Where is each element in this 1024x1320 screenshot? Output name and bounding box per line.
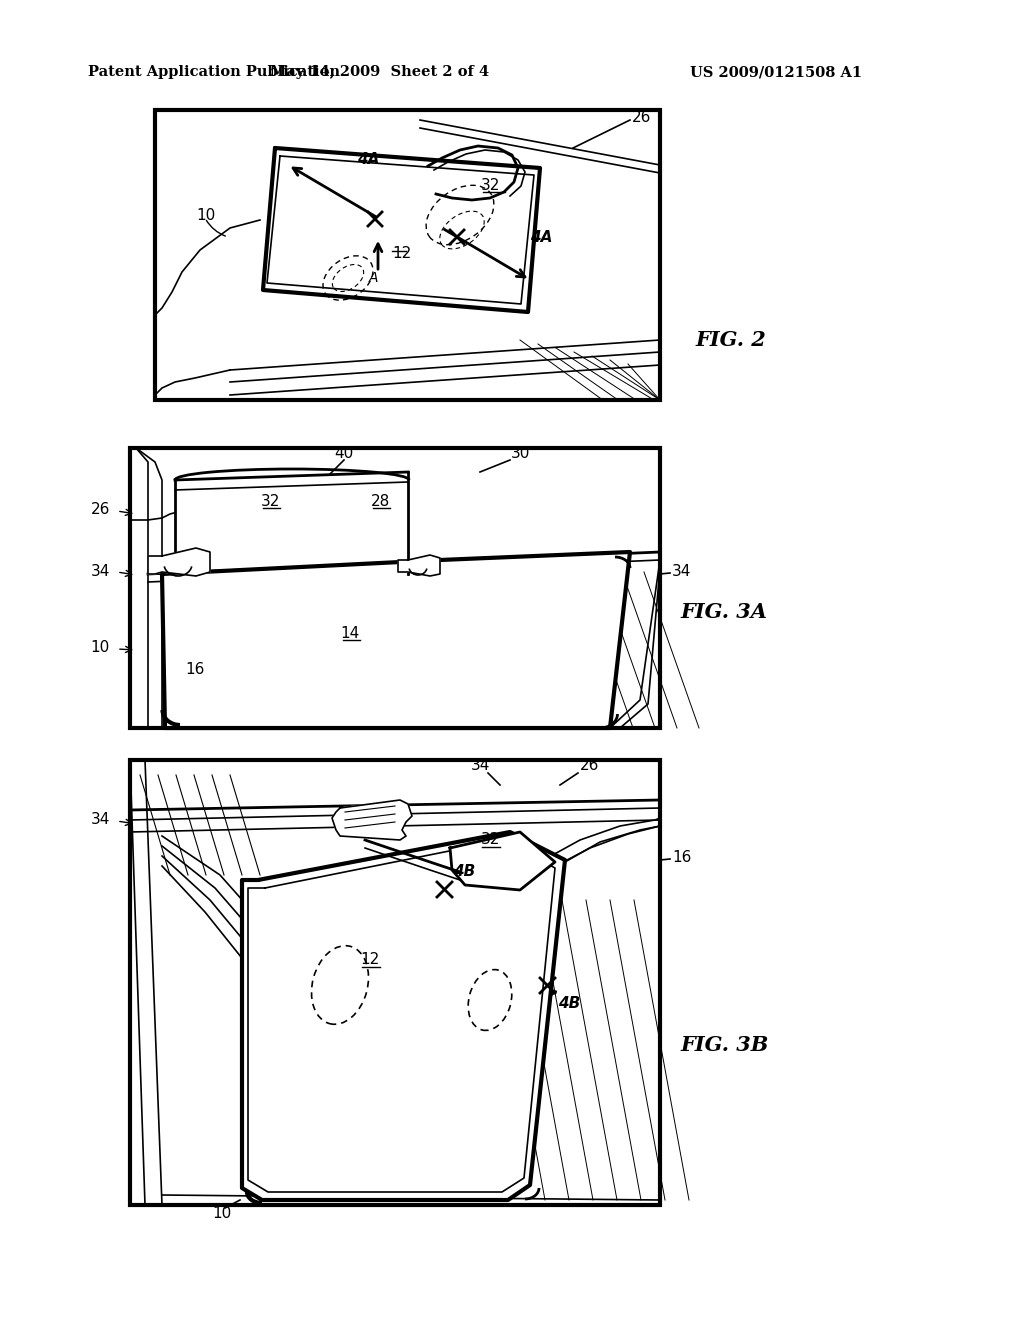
Polygon shape [148,548,210,576]
Text: 10: 10 [212,1205,231,1221]
Text: US 2009/0121508 A1: US 2009/0121508 A1 [690,65,862,79]
Text: 40: 40 [335,446,353,462]
Text: 34: 34 [470,759,489,774]
Text: FIG. 3A: FIG. 3A [680,602,767,622]
Text: 34: 34 [91,565,110,579]
Polygon shape [450,832,555,890]
Bar [130,447,660,729]
Text: 4A: 4A [530,230,552,244]
Text: 10: 10 [91,640,110,656]
Text: 26: 26 [632,111,651,125]
Text: 32: 32 [480,833,500,847]
Text: 12: 12 [360,953,380,968]
Bar [130,760,660,1205]
Text: 14: 14 [340,627,359,642]
Polygon shape [332,800,412,840]
Polygon shape [175,480,408,574]
Bar [155,110,660,400]
Text: 32: 32 [260,495,280,510]
Text: 26: 26 [91,503,110,517]
Text: A: A [369,271,378,285]
Text: 34: 34 [672,565,691,579]
Polygon shape [162,552,630,729]
Text: 32: 32 [480,177,500,193]
Text: FIG. 3B: FIG. 3B [680,1035,768,1055]
Text: 4B: 4B [558,995,581,1011]
Text: 34: 34 [91,813,110,828]
Polygon shape [242,832,565,1200]
Text: May 14, 2009  Sheet 2 of 4: May 14, 2009 Sheet 2 of 4 [270,65,489,79]
Text: 16: 16 [672,850,691,866]
Polygon shape [398,554,440,576]
Text: 10: 10 [196,207,215,223]
Text: FIG. 2: FIG. 2 [695,330,766,350]
Text: 12: 12 [392,247,412,261]
Text: 30: 30 [510,446,529,462]
Text: 28: 28 [371,495,389,510]
Text: 16: 16 [185,663,205,677]
Text: 26: 26 [581,759,600,774]
Text: 4A: 4A [356,153,379,168]
Text: 4B: 4B [453,865,475,879]
Text: Patent Application Publication: Patent Application Publication [88,65,340,79]
